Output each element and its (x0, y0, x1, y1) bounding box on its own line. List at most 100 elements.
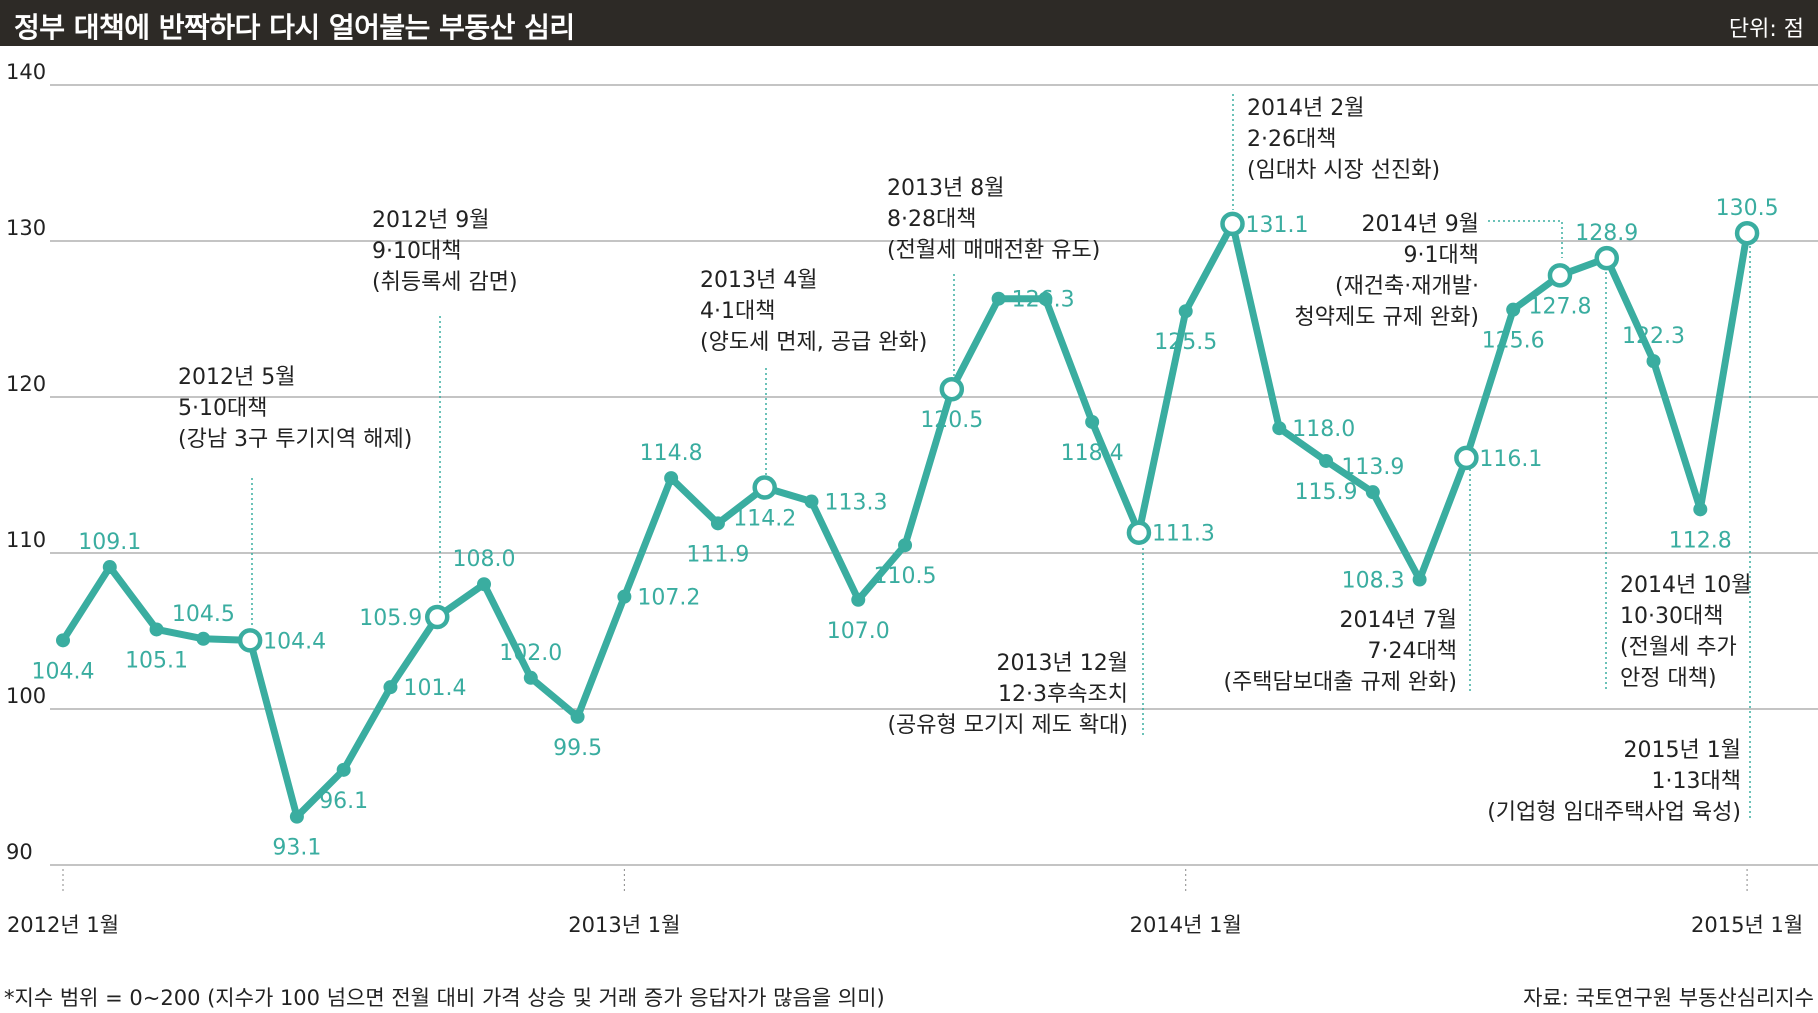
data-point (1319, 453, 1334, 468)
data-label: 130.5 (1716, 196, 1779, 221)
annotation-line: 4·1대책 (700, 299, 775, 324)
data-point (1365, 485, 1380, 500)
data-point (1693, 502, 1708, 517)
annotation-guide (1488, 220, 1563, 258)
title-bar: 정부 대책에 반짝하다 다시 얼어붙는 부동산 심리 단위: 점 (0, 0, 1818, 46)
annotation-line: 청약제도 규제 완화) (1295, 305, 1480, 330)
data-label: 116.1 (1479, 447, 1542, 472)
data-label: 120.5 (920, 408, 983, 433)
annotation-line: (양도세 면제, 공급 완화) (700, 330, 927, 355)
annotation-line: 7·24대책 (1368, 639, 1457, 664)
data-label: 111.3 (1152, 522, 1215, 547)
event-point (237, 628, 263, 653)
data-label: 113.3 (824, 491, 887, 516)
event-point (1454, 445, 1479, 471)
annotation-text: 2014년 2월 2·26대책 (임대차 시장 선진화) (1247, 96, 1440, 183)
annotation-line: 2012년 9월 (372, 208, 489, 233)
data-label: 131.1 (1246, 213, 1309, 238)
event-point (424, 604, 450, 630)
axis-layer: 90 100 110 120 130 140 2012년 1월 2013년 1월 2014년 1… (6, 60, 1803, 937)
annotation-text: 2014년 7월 7·24대책 (주택담보대출 규제 완화) (1223, 608, 1457, 695)
data-point (664, 471, 679, 486)
source-credit: 자료: 국토연구원 부동산심리지수 (1523, 986, 1814, 1010)
annotation-text: 2013년 8월 8·28대책 (전월세 매매전환 유도) (887, 176, 1100, 263)
data-point (56, 633, 70, 648)
data-label: 96.1 (319, 789, 368, 814)
annotation-line: 2013년 8월 (887, 176, 1004, 201)
data-point (804, 494, 819, 509)
x-tick-label: 2013년 1월 (568, 913, 680, 937)
data-label: 112.8 (1669, 528, 1732, 553)
annotation-line: 9·10대책 (372, 239, 461, 264)
data-point (102, 560, 117, 575)
annotation-line: (전월세 매매전환 유도) (887, 238, 1100, 263)
data-point (898, 538, 913, 553)
data-point (383, 680, 398, 695)
annotation-line: 2012년 5월 (178, 365, 295, 390)
annotation-line: (기업형 임대주택사업 육성) (1487, 800, 1741, 825)
annotation-line: (임대차 시장 선진화) (1247, 158, 1440, 183)
annotation-line: 2014년 9월 (1362, 212, 1479, 237)
data-point (196, 631, 211, 646)
data-label: 108.3 (1342, 569, 1405, 594)
annotation-text: 2015년 1월 1·13대책 (기업형 임대주택사업 육성) (1487, 738, 1741, 825)
data-label: 110.5 (874, 564, 937, 589)
data-label: 105.9 (359, 606, 422, 631)
data-label: 122.3 (1622, 324, 1685, 349)
data-label: 111.9 (686, 542, 749, 567)
event-point (1594, 245, 1619, 271)
data-label: 107.0 (827, 619, 890, 644)
annotation-line: (주택담보대출 규제 완화) (1223, 670, 1457, 695)
annotation-line: 2015년 1월 (1624, 738, 1741, 763)
x-tick-label: 2014년 1월 (1130, 913, 1242, 937)
annotation-line: 5·10대책 (178, 396, 267, 421)
data-point (336, 762, 351, 777)
event-point (1126, 520, 1152, 545)
data-point (710, 516, 725, 531)
annotation-line: 2013년 12월 (997, 651, 1128, 676)
annotation-line: 2013년 4월 (700, 268, 817, 293)
annotation-line: (취등록세 감면) (372, 270, 518, 295)
data-label: 118.4 (1061, 441, 1124, 466)
data-point (570, 709, 585, 724)
data-labels: 104.4 109.1 105.1 104.5 104.4 93.1 96.1 101.4 10… (32, 196, 1779, 860)
annotation-line: (재건축·재개발· (1335, 274, 1479, 299)
annotation-line: 12·3후속조치 (998, 682, 1128, 707)
data-label: 104.4 (263, 629, 326, 654)
annotation-text: 2014년 9월 9·1대책 (재건축·재개발· 청약제도 규제 완화) (1295, 212, 1480, 330)
annotation-line: 2014년 2월 (1247, 96, 1364, 121)
data-point (1085, 414, 1100, 429)
data-label: 113.9 (1341, 455, 1404, 480)
y-tick-label: 120 (6, 372, 46, 396)
annotation-text: 2013년 4월 4·1대책 (양도세 면제, 공급 완화) (700, 268, 927, 355)
data-point (289, 809, 304, 824)
data-point (1272, 421, 1287, 436)
data-point (477, 577, 492, 592)
annotation-text: 2012년 9월 9·10대책 (취등록세 감면) (372, 208, 518, 295)
y-tick-label: 130 (6, 216, 46, 240)
data-label: 108.0 (453, 547, 516, 572)
data-label: 102.0 (499, 641, 562, 666)
data-points (56, 211, 1760, 824)
data-label: 101.4 (403, 676, 466, 701)
chart-title: 정부 대책에 반짝하다 다시 얼어붙는 부동산 심리 (14, 11, 575, 44)
footnote: *지수 범위 = 0~200 (지수가 100 넘으면 전월 대비 가격 상승 … (4, 986, 885, 1010)
annotation-text: 2014년 10월 10·30대책 (전월세 추가 안정 대책) (1620, 573, 1751, 691)
event-point (939, 376, 965, 402)
data-point (991, 291, 1006, 306)
event-point (1220, 211, 1245, 237)
data-label: 125.5 (1154, 330, 1217, 355)
annotation-line: 10·30대책 (1620, 604, 1723, 629)
y-tick-label: 100 (6, 684, 46, 708)
annotation-line: (강남 3구 투기지역 해제) (178, 427, 412, 452)
event-point (1734, 220, 1760, 246)
annotations: 2012년 5월 5·10대책 (강남 3구 투기지역 해제) 2012년 9월 9·1… (178, 96, 1751, 825)
data-label: 99.5 (553, 736, 602, 761)
y-tick-label: 90 (6, 840, 33, 864)
data-label: 104.5 (172, 602, 235, 627)
data-point (1178, 304, 1193, 319)
data-label: 105.1 (125, 648, 188, 673)
grid-layer (50, 84, 1818, 866)
data-point (851, 592, 866, 607)
